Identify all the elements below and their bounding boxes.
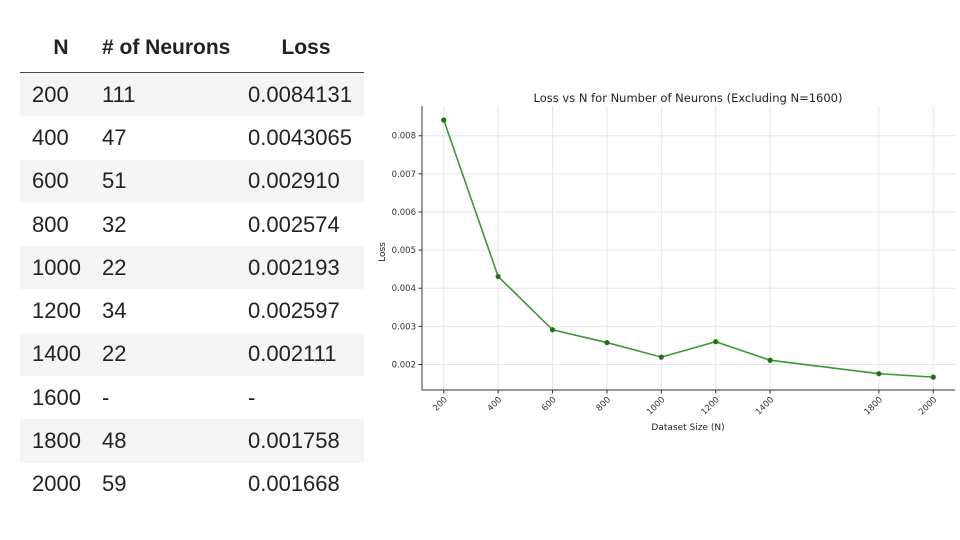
table-row: 2000 59 0.001668 [20,463,364,506]
cell-n: 1800 [20,419,102,463]
cell-n: 1000 [20,246,102,290]
cell-loss: 0.001668 [248,471,340,497]
cell-neurons: 22 [102,246,248,290]
cell-neurons: 32 [102,211,127,237]
y-tick-label: 0.002 [392,360,416,370]
cell-n: 800 [32,211,69,237]
cell-loss: 0.001758 [248,419,364,463]
cell-n: 600 [20,159,102,203]
y-tick-labels: 0.002 0.003 0.004 0.005 0.006 0.007 0.008 [392,132,416,371]
chart-axes [418,106,955,394]
cell-n: 2000 [32,471,81,497]
y-axis-label: Loss [378,242,388,262]
data-point [767,357,773,363]
y-tick-label: 0.006 [392,208,416,218]
table-row: 1000 22 0.002193 [20,246,364,290]
y-tick-label: 0.008 [392,132,416,142]
results-table-container: N # of Neurons Loss 200 111 0.0084131 400 47… [20,28,364,506]
cell-neurons: - [102,384,110,410]
x-tick-labels: 200 400 600 800 1000 1200 1400 1800 2000 [431,395,939,417]
x-tick-label: 600 [540,395,559,414]
cell-neurons: 47 [102,124,127,150]
loss-series-line [443,119,934,378]
cell-neurons: 22 [102,332,248,377]
y-tick-label: 0.004 [392,284,416,294]
table-row: 1600- - [20,376,364,419]
x-tick-label: 1000 [645,395,667,417]
x-tick-label: 2000 [917,395,939,417]
cell-neurons: 34 [102,298,127,324]
y-tick-label: 0.007 [392,170,416,180]
cell-n: 1200 [32,298,81,324]
x-axis-label: Dataset Size (N) [651,423,724,433]
cell-loss: 0.002193 [248,246,364,290]
loss-chart: Loss vs N for Number of Neurons (Excludi… [378,91,955,433]
table-row: 200 111 0.0084131 [20,72,364,117]
data-point [441,117,447,123]
cell-neurons: 111 [102,72,248,117]
cell-n: 400 [32,124,69,150]
cell-loss: 0.0084131 [248,72,364,117]
table-row: 1200 34 0.002597 [20,289,364,332]
series-layer [441,117,936,380]
table-header-row: N # of Neurons Loss [20,28,364,73]
cell-loss: 0.0043065 [248,124,352,150]
cell-neurons: 51 [102,159,248,203]
cell-neurons: 48 [102,419,248,463]
results-table: N # of Neurons Loss 200 111 0.0084131 400 47… [20,28,364,506]
y-tick-label: 0.003 [392,322,416,332]
table-row: 1800 48 0.001758 [20,419,364,463]
table-row: 600 51 0.002910 [20,159,364,203]
chart-title: Loss vs N for Number of Neurons (Excludi… [534,91,843,105]
y-tick-label: 0.005 [392,246,416,256]
data-point [549,327,556,333]
cell-n: 1600 [32,384,81,410]
x-tick-label: 200 [431,395,450,414]
cell-loss: 0.002111 [248,332,364,377]
cell-neurons: 59 [102,471,127,497]
data-point [604,339,610,346]
data-point [876,371,882,377]
table-row: 1400 22 0.002111 [20,332,364,377]
cell-loss: 0.002574 [248,211,340,237]
x-tick-label: 1400 [754,395,776,417]
data-point [495,273,501,280]
chart-grid [422,106,955,390]
table-row: 800 32 0.002574 [20,203,364,246]
cell-loss: 0.002597 [248,298,340,324]
x-tick-label: 1200 [699,395,721,417]
x-tick-label: 400 [486,395,505,414]
x-tick-label: 800 [594,395,613,414]
cell-n: 1400 [20,332,102,377]
cell-loss: 0.002910 [248,159,364,203]
header-n: N [20,28,102,73]
data-point [713,339,719,345]
header-neurons: # of Neurons [102,28,248,73]
header-loss: Loss [248,28,364,73]
table-row: 400 47 0.0043065 [20,116,364,159]
x-tick-label: 1800 [863,395,885,417]
data-point [930,374,936,380]
data-point [658,354,664,360]
table-body: 200 111 0.0084131 400 47 0.0043065 600 51 0.0029… [20,72,364,506]
cell-n: 200 [20,72,102,117]
cell-loss: - [248,384,256,410]
